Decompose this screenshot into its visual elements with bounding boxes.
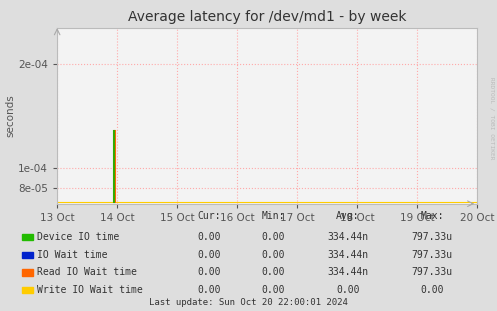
Text: Cur:: Cur:	[197, 211, 221, 221]
Text: Write IO Wait time: Write IO Wait time	[37, 285, 143, 295]
Text: 0.00: 0.00	[261, 250, 285, 260]
Text: 0.00: 0.00	[261, 285, 285, 295]
Text: 797.33u: 797.33u	[412, 232, 453, 242]
Text: Last update: Sun Oct 20 22:00:01 2024: Last update: Sun Oct 20 22:00:01 2024	[149, 298, 348, 307]
Text: RRDTOOL / TOBI OETIKER: RRDTOOL / TOBI OETIKER	[490, 77, 495, 160]
Text: 0.00: 0.00	[197, 267, 221, 277]
Text: 0.00: 0.00	[261, 267, 285, 277]
Text: 0.00: 0.00	[197, 232, 221, 242]
Text: 797.33u: 797.33u	[412, 250, 453, 260]
Text: 0.00: 0.00	[336, 285, 360, 295]
Y-axis label: seconds: seconds	[5, 95, 15, 137]
Text: Min:: Min:	[261, 211, 285, 221]
Text: 0.00: 0.00	[197, 250, 221, 260]
Text: Read IO Wait time: Read IO Wait time	[37, 267, 137, 277]
Text: Device IO time: Device IO time	[37, 232, 119, 242]
Text: 0.00: 0.00	[261, 232, 285, 242]
Text: 334.44n: 334.44n	[328, 232, 368, 242]
Text: 334.44n: 334.44n	[328, 250, 368, 260]
Text: 0.00: 0.00	[197, 285, 221, 295]
Text: 797.33u: 797.33u	[412, 267, 453, 277]
Title: Average latency for /dev/md1 - by week: Average latency for /dev/md1 - by week	[128, 10, 407, 24]
Text: Max:: Max:	[420, 211, 444, 221]
Text: IO Wait time: IO Wait time	[37, 250, 108, 260]
Text: 0.00: 0.00	[420, 285, 444, 295]
Text: Avg:: Avg:	[336, 211, 360, 221]
Text: 334.44n: 334.44n	[328, 267, 368, 277]
